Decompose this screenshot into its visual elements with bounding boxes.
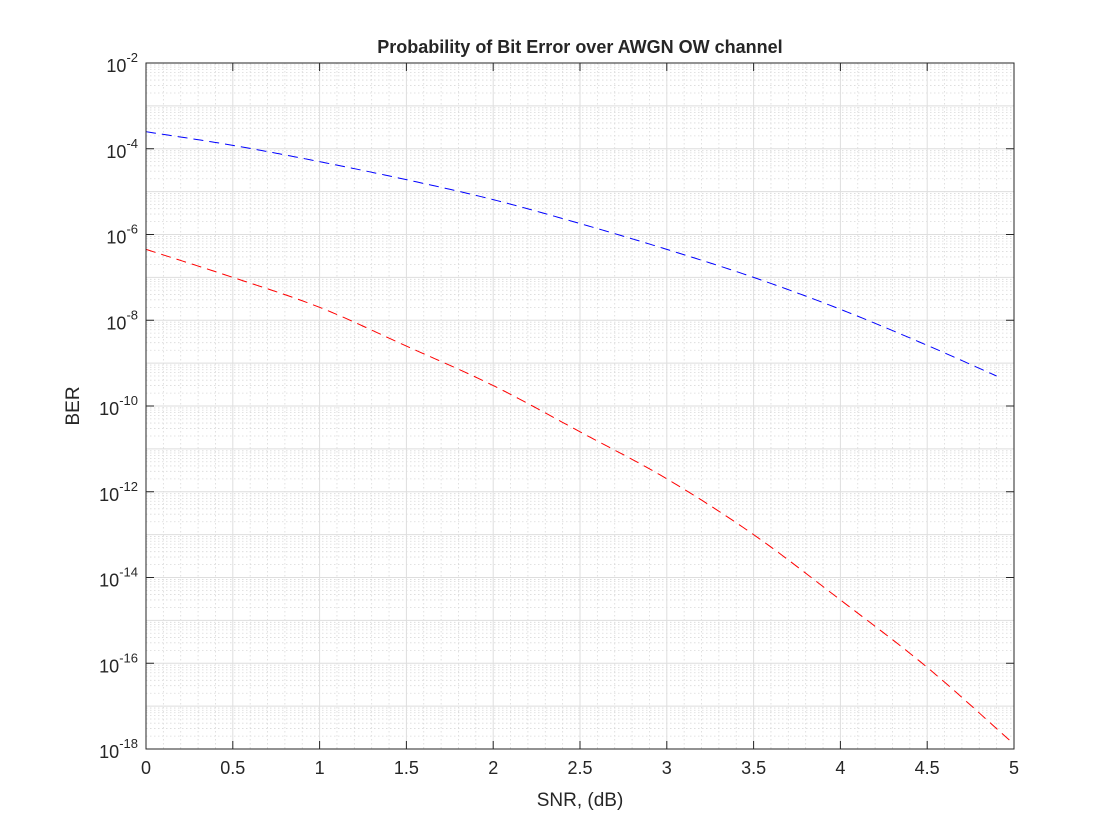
chart-title: Probability of Bit Error over AWGN OW ch… — [377, 37, 782, 57]
y-tick-label: 10-8 — [106, 307, 138, 333]
y-tick-label: 10-6 — [106, 222, 138, 248]
y-tick-label: 10-4 — [106, 136, 138, 162]
y-tick-label: 10-12 — [99, 479, 138, 505]
x-tick-label: 5 — [1009, 758, 1019, 778]
x-tick-label: 0 — [141, 758, 151, 778]
x-axis-label: SNR, (dB) — [537, 790, 624, 811]
x-tick-label: 0.5 — [220, 758, 245, 778]
y-tick-label: 10-2 — [106, 50, 138, 76]
x-tick-label: 2 — [488, 758, 498, 778]
x-tick-label: 4.5 — [915, 758, 940, 778]
x-tick-label: 3 — [662, 758, 672, 778]
x-tick-label: 4 — [835, 758, 845, 778]
series-group — [145, 131, 1015, 745]
series-line-2 — [145, 248, 1015, 745]
y-tick-label: 10-10 — [99, 393, 138, 419]
ticks: 0 0.5 1 1.5 2 2.5 3 3.5 4 4.5 5 10-18 10-16 10-14 10-1… — [99, 50, 1019, 778]
grid — [145, 62, 1015, 750]
series-line-1 — [145, 131, 997, 377]
x-tick-label: 2.5 — [567, 758, 592, 778]
y-tick-label: 10-18 — [99, 736, 138, 762]
x-tick-label: 1 — [315, 758, 325, 778]
x-tick-label: 1.5 — [394, 758, 419, 778]
x-tick-label: 3.5 — [741, 758, 766, 778]
y-tick-label: 10-14 — [99, 565, 138, 591]
y-axis-label: BER — [63, 386, 84, 425]
y-tick-label: 10-16 — [99, 650, 138, 676]
